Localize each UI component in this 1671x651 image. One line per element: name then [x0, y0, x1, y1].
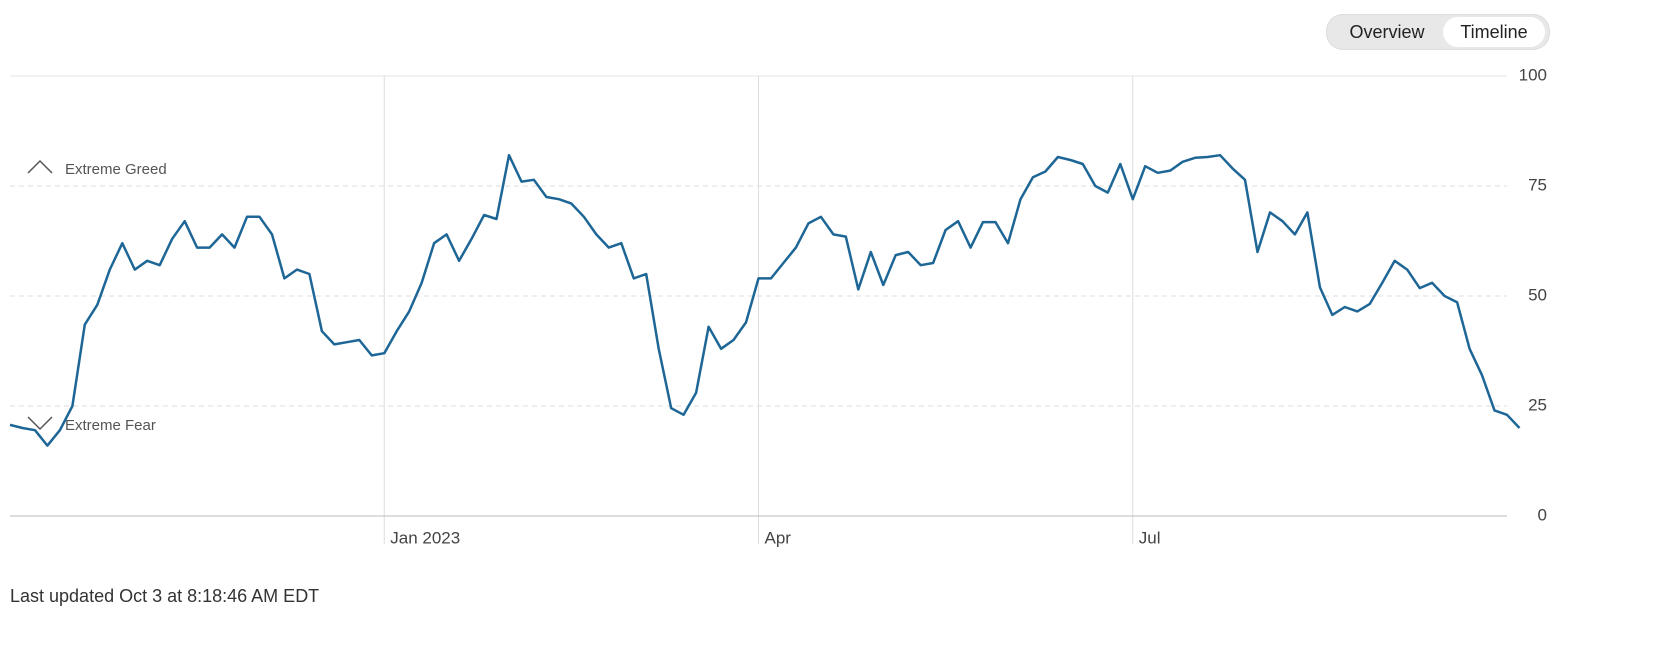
annotation: Extreme Greed: [65, 161, 167, 178]
x-tick-label: Apr: [765, 528, 792, 547]
y-tick-label: 75: [1528, 175, 1547, 194]
tab-overview[interactable]: Overview: [1349, 22, 1425, 42]
x-tick-label: Jul: [1139, 528, 1161, 547]
x-tick-label: Jan 2023: [390, 528, 460, 547]
chart: Extreme Greed Extreme Fear 0 25 50 75 100 Jan…: [9, 65, 1547, 547]
tab-timeline[interactable]: Timeline: [1443, 17, 1545, 47]
line: [9, 153, 1521, 447]
last-updated: Last updated Oct 3 at 8:18:46 AM EDT: [10, 586, 320, 606]
fear-icon: [27, 416, 53, 431]
y-tick-label: 100: [1519, 65, 1547, 84]
y-tick-label: 50: [1528, 285, 1547, 304]
view-toggle: Overview Timeline: [1326, 14, 1550, 50]
y-tick-label: 25: [1528, 395, 1547, 414]
y-tick-label: 0: [1538, 505, 1547, 524]
annotation: Extreme Fear: [65, 417, 156, 434]
greed-icon: [27, 159, 53, 174]
